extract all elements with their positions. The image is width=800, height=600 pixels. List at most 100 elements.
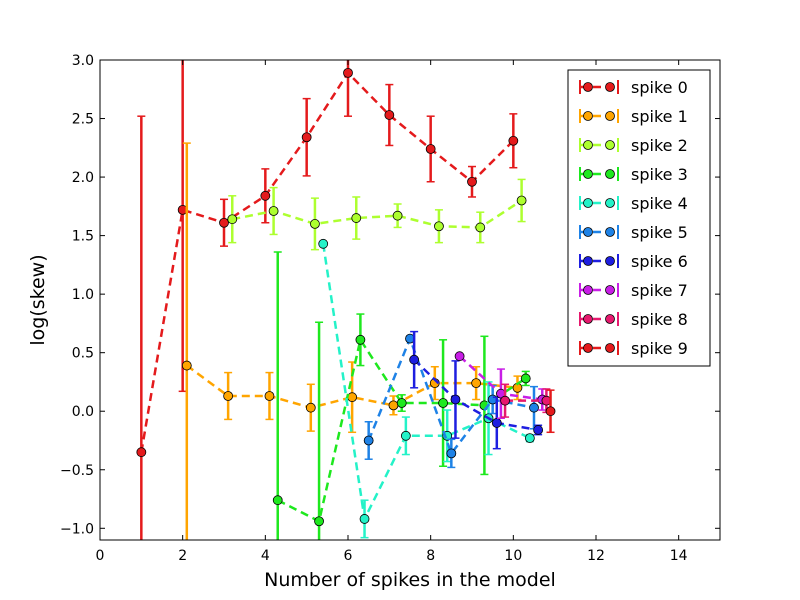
data-point <box>450 394 461 405</box>
legend-marker <box>583 285 593 295</box>
data-point <box>545 406 556 417</box>
y-tick-label: 0.0 <box>72 404 94 420</box>
legend-entry-5: spike 5 <box>579 223 688 242</box>
series-3 <box>272 251 531 540</box>
legend-label: spike 5 <box>631 223 688 242</box>
series-line <box>140 70 515 453</box>
data-point <box>223 391 234 401</box>
series-9 <box>545 389 556 434</box>
legend-marker <box>605 198 615 208</box>
series-layer <box>136 60 556 540</box>
legend-marker <box>605 343 615 353</box>
y-tick-label: −0.5 <box>60 463 94 479</box>
series-line <box>321 243 531 524</box>
x-tick-label: 8 <box>426 548 435 564</box>
data-point <box>310 219 320 229</box>
data-point <box>219 217 229 228</box>
data-point <box>363 435 374 446</box>
legend-label: spike 3 <box>631 165 688 184</box>
data-point <box>343 67 353 78</box>
series-line <box>413 358 539 432</box>
data-point <box>520 373 531 384</box>
ticks-layer: 0 2 4 6 8 10 12 14 −1.0 −0.5 0.0 0.5 1.0 1.5 2.0 2.5 3.0 <box>60 53 720 564</box>
x-tick-label: 0 <box>96 548 105 564</box>
data-point <box>471 378 482 389</box>
legend-entry-3: spike 3 <box>579 165 688 184</box>
data-point <box>351 213 362 223</box>
legend-entry-0: spike 0 <box>579 78 688 97</box>
data-point <box>500 395 510 406</box>
data-point <box>318 238 329 249</box>
data-point <box>305 402 316 413</box>
legend-marker <box>583 314 593 324</box>
legend-marker <box>605 169 615 179</box>
data-point <box>181 360 192 371</box>
y-tick-label: 1.0 <box>72 287 94 303</box>
data-point <box>508 135 519 146</box>
legend-entry-1: spike 1 <box>579 107 688 126</box>
data-point <box>272 495 283 506</box>
x-tick-label: 10 <box>504 548 522 564</box>
y-tick-label: 2.0 <box>72 170 94 186</box>
data-point <box>355 334 366 345</box>
legend-marker <box>583 82 593 92</box>
legend-marker <box>583 256 593 266</box>
legend-label: spike 2 <box>631 136 688 155</box>
legend-entry-8: spike 8 <box>579 310 688 329</box>
legend-label: spike 4 <box>631 194 688 213</box>
data-point <box>301 132 312 143</box>
legend-marker <box>583 227 593 237</box>
legend-marker <box>605 256 615 266</box>
legend: spike 0 spike 1 spike 2 spike 3 spike 4 spike… <box>567 69 711 367</box>
y-tick-label: −1.0 <box>60 521 94 537</box>
data-point <box>392 210 403 221</box>
data-point <box>260 190 271 201</box>
x-axis-label: Number of spikes in the model <box>264 569 556 591</box>
data-point <box>384 110 395 120</box>
data-point <box>446 448 457 459</box>
series-6 <box>409 330 544 450</box>
legend-marker <box>583 198 593 208</box>
series-8 <box>500 383 552 418</box>
y-tick-label: 3.0 <box>72 53 94 69</box>
data-point <box>400 430 411 441</box>
series-line <box>186 364 518 410</box>
data-point <box>491 418 502 428</box>
y-axis-label: log(skew) <box>27 254 49 345</box>
legend-marker <box>583 111 593 121</box>
data-point <box>516 195 527 206</box>
data-point <box>264 391 275 401</box>
x-tick-label: 6 <box>344 548 353 564</box>
legend-marker <box>583 169 593 179</box>
legend-entry-6: spike 6 <box>579 252 688 271</box>
legend-marker <box>583 140 593 150</box>
legend-entry-2: spike 2 <box>579 136 688 155</box>
series-line <box>232 199 523 229</box>
legend-marker <box>605 82 615 92</box>
data-point <box>454 351 465 362</box>
y-tick-label: 1.5 <box>72 229 94 245</box>
legend-label: spike 9 <box>631 339 688 358</box>
data-point <box>467 176 477 187</box>
data-point <box>359 514 370 524</box>
legend-label: spike 6 <box>631 252 688 271</box>
x-tick-label: 2 <box>178 548 187 564</box>
data-point <box>475 222 486 233</box>
data-point <box>347 392 358 403</box>
x-tick-label: 12 <box>587 548 605 564</box>
legend-label: spike 0 <box>631 78 688 97</box>
series-0 <box>136 60 519 540</box>
data-point <box>409 354 420 365</box>
y-tick-label: 2.5 <box>72 112 94 128</box>
data-point <box>227 214 238 225</box>
series-2 <box>227 178 527 251</box>
data-point <box>136 447 147 458</box>
plot-frame <box>99 59 721 541</box>
legend-entry-7: spike 7 <box>579 281 688 300</box>
data-point <box>533 425 544 435</box>
data-point <box>434 221 444 232</box>
data-point <box>388 400 399 411</box>
legend-marker <box>605 314 615 324</box>
data-point <box>425 144 436 154</box>
data-point <box>438 398 448 408</box>
